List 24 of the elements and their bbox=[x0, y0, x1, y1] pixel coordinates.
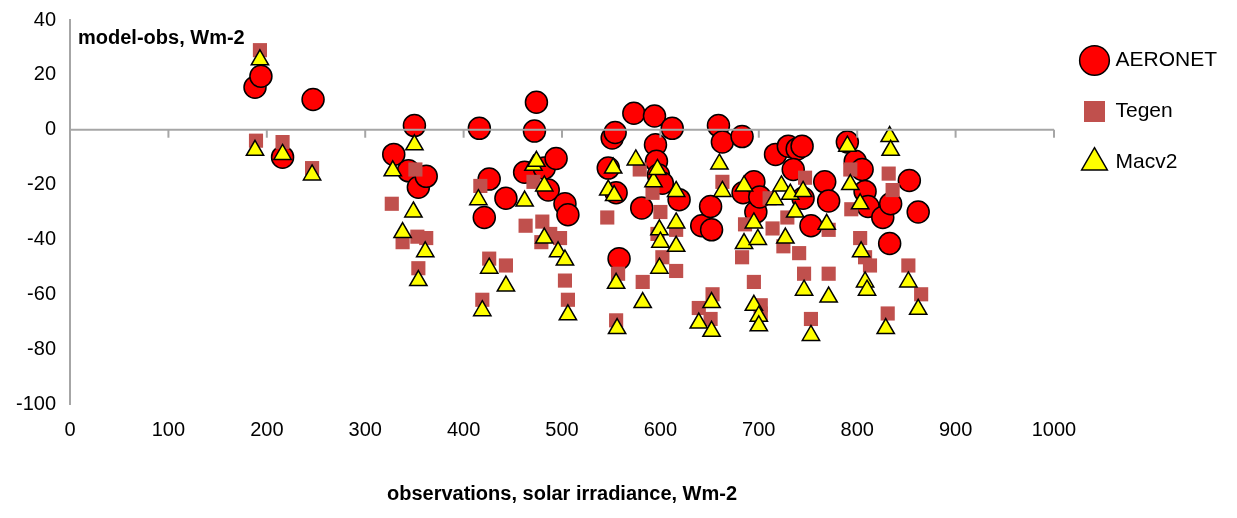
legend-label: AERONET bbox=[1115, 47, 1218, 71]
x-tick-label: 800 bbox=[840, 417, 874, 440]
x-tick-label: 200 bbox=[250, 417, 284, 440]
y-tick-label: 0 bbox=[44, 117, 57, 140]
x-tick-label: 300 bbox=[348, 417, 382, 440]
x-tick-label: 0 bbox=[64, 417, 76, 440]
legend-label: Macv2 bbox=[1115, 149, 1178, 173]
x-axis-title: observations, solar irradiance, Wm-2 bbox=[386, 481, 738, 504]
y-tick-label: 40 bbox=[33, 7, 57, 30]
y-tick-label: -20 bbox=[27, 172, 57, 195]
y-tick-label: -40 bbox=[27, 226, 57, 249]
legend-label: Tegen bbox=[1115, 98, 1173, 122]
y-tick-label: -60 bbox=[27, 281, 57, 304]
x-tick-label: 1000 bbox=[1031, 417, 1077, 440]
x-tick-label: 100 bbox=[151, 417, 186, 440]
x-tick-label: 500 bbox=[545, 417, 579, 440]
x-tick-label: 400 bbox=[446, 417, 481, 440]
x-tick-label: 600 bbox=[643, 417, 678, 440]
y-tick-label: 20 bbox=[33, 62, 57, 85]
y-tick-label: -80 bbox=[27, 336, 57, 359]
x-tick-label: 700 bbox=[742, 417, 776, 440]
y-axis-title: model-obs, Wm-2 bbox=[78, 25, 245, 48]
y-tick-label: -100 bbox=[16, 391, 57, 414]
x-tick-label: 900 bbox=[938, 417, 973, 440]
